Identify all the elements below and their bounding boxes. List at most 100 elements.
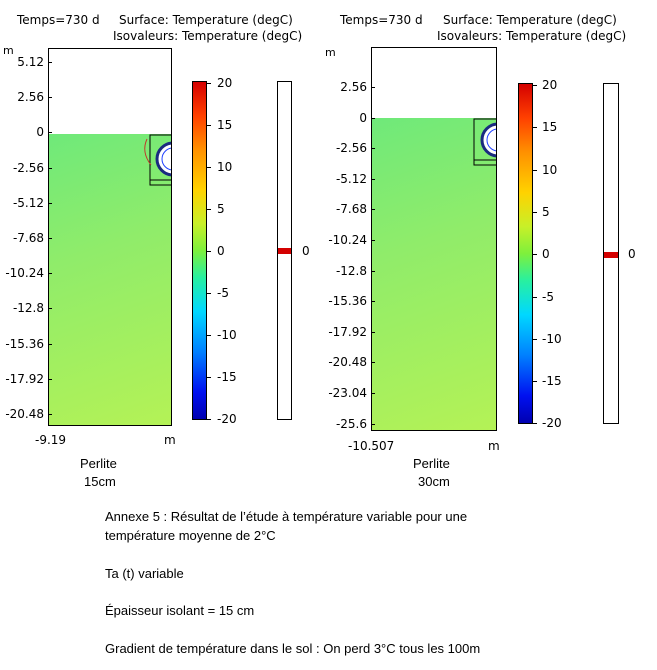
colorbar-tick-label: -10 xyxy=(217,328,237,342)
right-colorbar xyxy=(518,83,533,424)
right-time-label: Temps=730 d xyxy=(340,13,423,27)
colorbar-tick-label: 0 xyxy=(217,244,225,258)
colorbar-tick-mark xyxy=(533,381,537,383)
colorbar-tick-mark xyxy=(207,335,211,336)
colorbar-tick-label: 15 xyxy=(217,118,233,132)
y-tick-mark xyxy=(48,308,52,310)
y-tick-mark xyxy=(48,62,52,63)
left-iso-value: 0 xyxy=(302,244,310,258)
left-surface-label: Surface: Temperature (degC) xyxy=(119,13,293,27)
right-x-min-label: -10.507 xyxy=(348,439,395,453)
colorbar-tick-mark xyxy=(207,125,211,126)
y-tick-label: -20.48 xyxy=(328,355,367,370)
left-caption-material: Perlite xyxy=(80,456,117,471)
y-tick-label: 0 xyxy=(36,125,44,140)
colorbar-tick-mark xyxy=(533,338,537,340)
y-tick-label: -2.56 xyxy=(12,160,44,175)
colorbar-tick-label: 5 xyxy=(542,204,550,219)
right-plot-area xyxy=(371,47,497,431)
right-isovalue-label: Isovaleurs: Temperature (degC) xyxy=(437,29,627,43)
colorbar-tick-label: 0 xyxy=(542,247,550,262)
right-surface-label: Surface: Temperature (degC) xyxy=(443,13,617,27)
y-tick-mark xyxy=(371,178,375,180)
left-x-unit: m xyxy=(164,433,176,447)
y-tick-mark xyxy=(48,167,52,169)
y-tick-label: 5.12 xyxy=(17,55,44,69)
y-tick-mark xyxy=(48,132,52,134)
colorbar-tick-mark xyxy=(533,169,537,171)
right-caption-thickness: 30cm xyxy=(418,474,450,489)
y-tick-label: -17.92 xyxy=(5,371,44,386)
right-isovalue-bar xyxy=(603,83,619,424)
y-tick-label: -7.68 xyxy=(335,202,367,217)
colorbar-tick-label: -15 xyxy=(542,374,562,389)
left-isovalue-bar xyxy=(277,81,292,420)
colorbar-tick-mark xyxy=(533,211,537,213)
colorbar-tick-mark xyxy=(207,293,211,294)
y-tick-mark xyxy=(371,301,375,303)
colorbar-tick-mark xyxy=(207,209,211,210)
colorbar-tick-label: -15 xyxy=(217,370,237,384)
colorbar-tick-mark xyxy=(533,296,537,298)
colorbar-tick-mark xyxy=(207,419,211,420)
y-tick-mark xyxy=(48,414,52,415)
left-x-min-label: -9.19 xyxy=(35,433,67,447)
y-tick-label: -20.48 xyxy=(5,407,44,421)
y-tick-mark xyxy=(48,378,52,380)
right-x-unit: m xyxy=(488,439,500,453)
y-tick-mark xyxy=(48,202,52,204)
colorbar-tick-mark xyxy=(533,127,537,129)
y-tick-mark xyxy=(371,87,375,88)
colorbar-tick-mark xyxy=(533,254,537,256)
y-tick-label: -17.92 xyxy=(328,324,367,339)
y-tick-mark xyxy=(48,273,52,275)
right-iso-value: 0 xyxy=(628,247,636,261)
y-tick-label: 2.56 xyxy=(17,90,44,105)
colorbar-tick-label: -5 xyxy=(217,286,229,300)
note-line-5: Gradient de température dans le sol : On… xyxy=(105,641,481,656)
y-tick-label: 0 xyxy=(359,110,367,125)
y-tick-mark xyxy=(48,97,52,99)
y-tick-label: -2.56 xyxy=(335,141,367,156)
y-tick-mark xyxy=(371,240,375,241)
y-tick-label: -12.8 xyxy=(335,263,367,278)
left-time-label: Temps=730 d xyxy=(17,13,100,27)
colorbar-tick-mark xyxy=(207,83,211,84)
y-tick-mark xyxy=(371,148,375,150)
y-tick-mark xyxy=(371,270,375,272)
colorbar-tick-label: 20 xyxy=(217,76,233,90)
colorbar-tick-label: -10 xyxy=(542,331,562,346)
y-tick-label: -23.04 xyxy=(328,386,367,400)
right-caption-material: Perlite xyxy=(413,456,450,471)
y-tick-label: -15.36 xyxy=(328,294,367,309)
colorbar-tick-label: -5 xyxy=(542,289,554,304)
y-tick-mark xyxy=(371,423,375,425)
y-tick-label: -7.68 xyxy=(12,231,44,245)
colorbar-tick-mark xyxy=(533,423,537,425)
y-tick-label: -5.12 xyxy=(335,171,367,186)
y-tick-label: -10.24 xyxy=(328,233,367,247)
y-tick-label: 2.56 xyxy=(340,80,367,94)
y-tick-mark xyxy=(371,331,375,333)
note-line-1: Annexe 5 : Résultat de l’étude à tempéra… xyxy=(105,509,468,524)
left-caption-thickness: 15cm xyxy=(84,474,116,489)
left-colorbar xyxy=(192,81,207,420)
right-isovalue-marker xyxy=(604,252,618,258)
colorbar-tick-label: -20 xyxy=(542,416,562,431)
right-y-unit: m xyxy=(325,46,336,59)
y-tick-label: -25.6 xyxy=(335,416,367,431)
note-line-4: Épaisseur isolant = 15 cm xyxy=(105,603,255,618)
y-tick-mark xyxy=(371,393,375,394)
colorbar-tick-label: 10 xyxy=(217,160,233,174)
colorbar-tick-mark xyxy=(207,377,211,378)
y-tick-mark xyxy=(48,343,52,345)
colorbar-tick-label: 15 xyxy=(542,120,558,135)
left-plot-area xyxy=(48,48,172,426)
colorbar-tick-label: 10 xyxy=(542,162,558,177)
left-pipe-drawing xyxy=(144,134,171,186)
right-pipe-drawing xyxy=(473,118,496,166)
y-tick-label: -10.24 xyxy=(5,266,44,281)
colorbar-tick-mark xyxy=(207,251,211,252)
y-tick-mark xyxy=(48,238,52,239)
y-tick-label: -15.36 xyxy=(5,336,44,351)
